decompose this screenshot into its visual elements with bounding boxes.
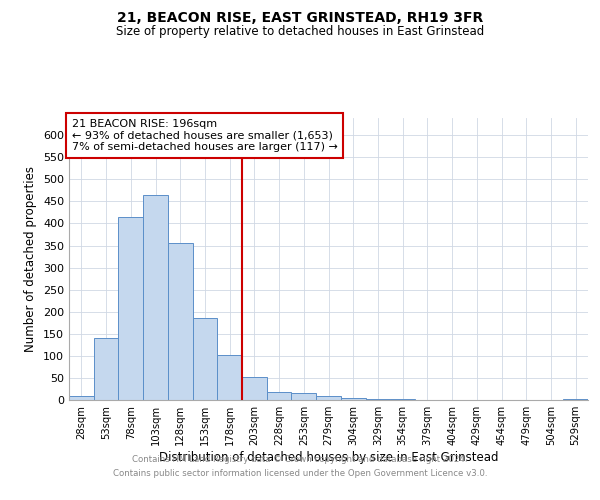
Bar <box>94 338 118 400</box>
Bar <box>193 318 217 400</box>
Text: Contains public sector information licensed under the Open Government Licence v3: Contains public sector information licen… <box>113 469 487 478</box>
Bar <box>69 396 94 400</box>
Bar <box>390 399 415 400</box>
Text: Size of property relative to detached houses in East Grinstead: Size of property relative to detached ho… <box>116 25 484 38</box>
Text: Contains HM Land Registry data © Crown copyright and database right 2024.: Contains HM Land Registry data © Crown c… <box>132 455 468 464</box>
Bar <box>242 376 267 400</box>
Bar <box>143 194 168 400</box>
X-axis label: Distribution of detached houses by size in East Grinstead: Distribution of detached houses by size … <box>159 451 498 464</box>
Bar <box>316 396 341 400</box>
Bar <box>341 398 365 400</box>
Text: 21 BEACON RISE: 196sqm
← 93% of detached houses are smaller (1,653)
7% of semi-d: 21 BEACON RISE: 196sqm ← 93% of detached… <box>71 119 337 152</box>
Text: 21, BEACON RISE, EAST GRINSTEAD, RH19 3FR: 21, BEACON RISE, EAST GRINSTEAD, RH19 3F… <box>117 11 483 25</box>
Bar <box>168 244 193 400</box>
Bar <box>267 392 292 400</box>
Y-axis label: Number of detached properties: Number of detached properties <box>25 166 37 352</box>
Bar <box>563 399 588 400</box>
Bar <box>217 354 242 400</box>
Bar <box>118 217 143 400</box>
Bar <box>292 394 316 400</box>
Bar <box>365 399 390 400</box>
